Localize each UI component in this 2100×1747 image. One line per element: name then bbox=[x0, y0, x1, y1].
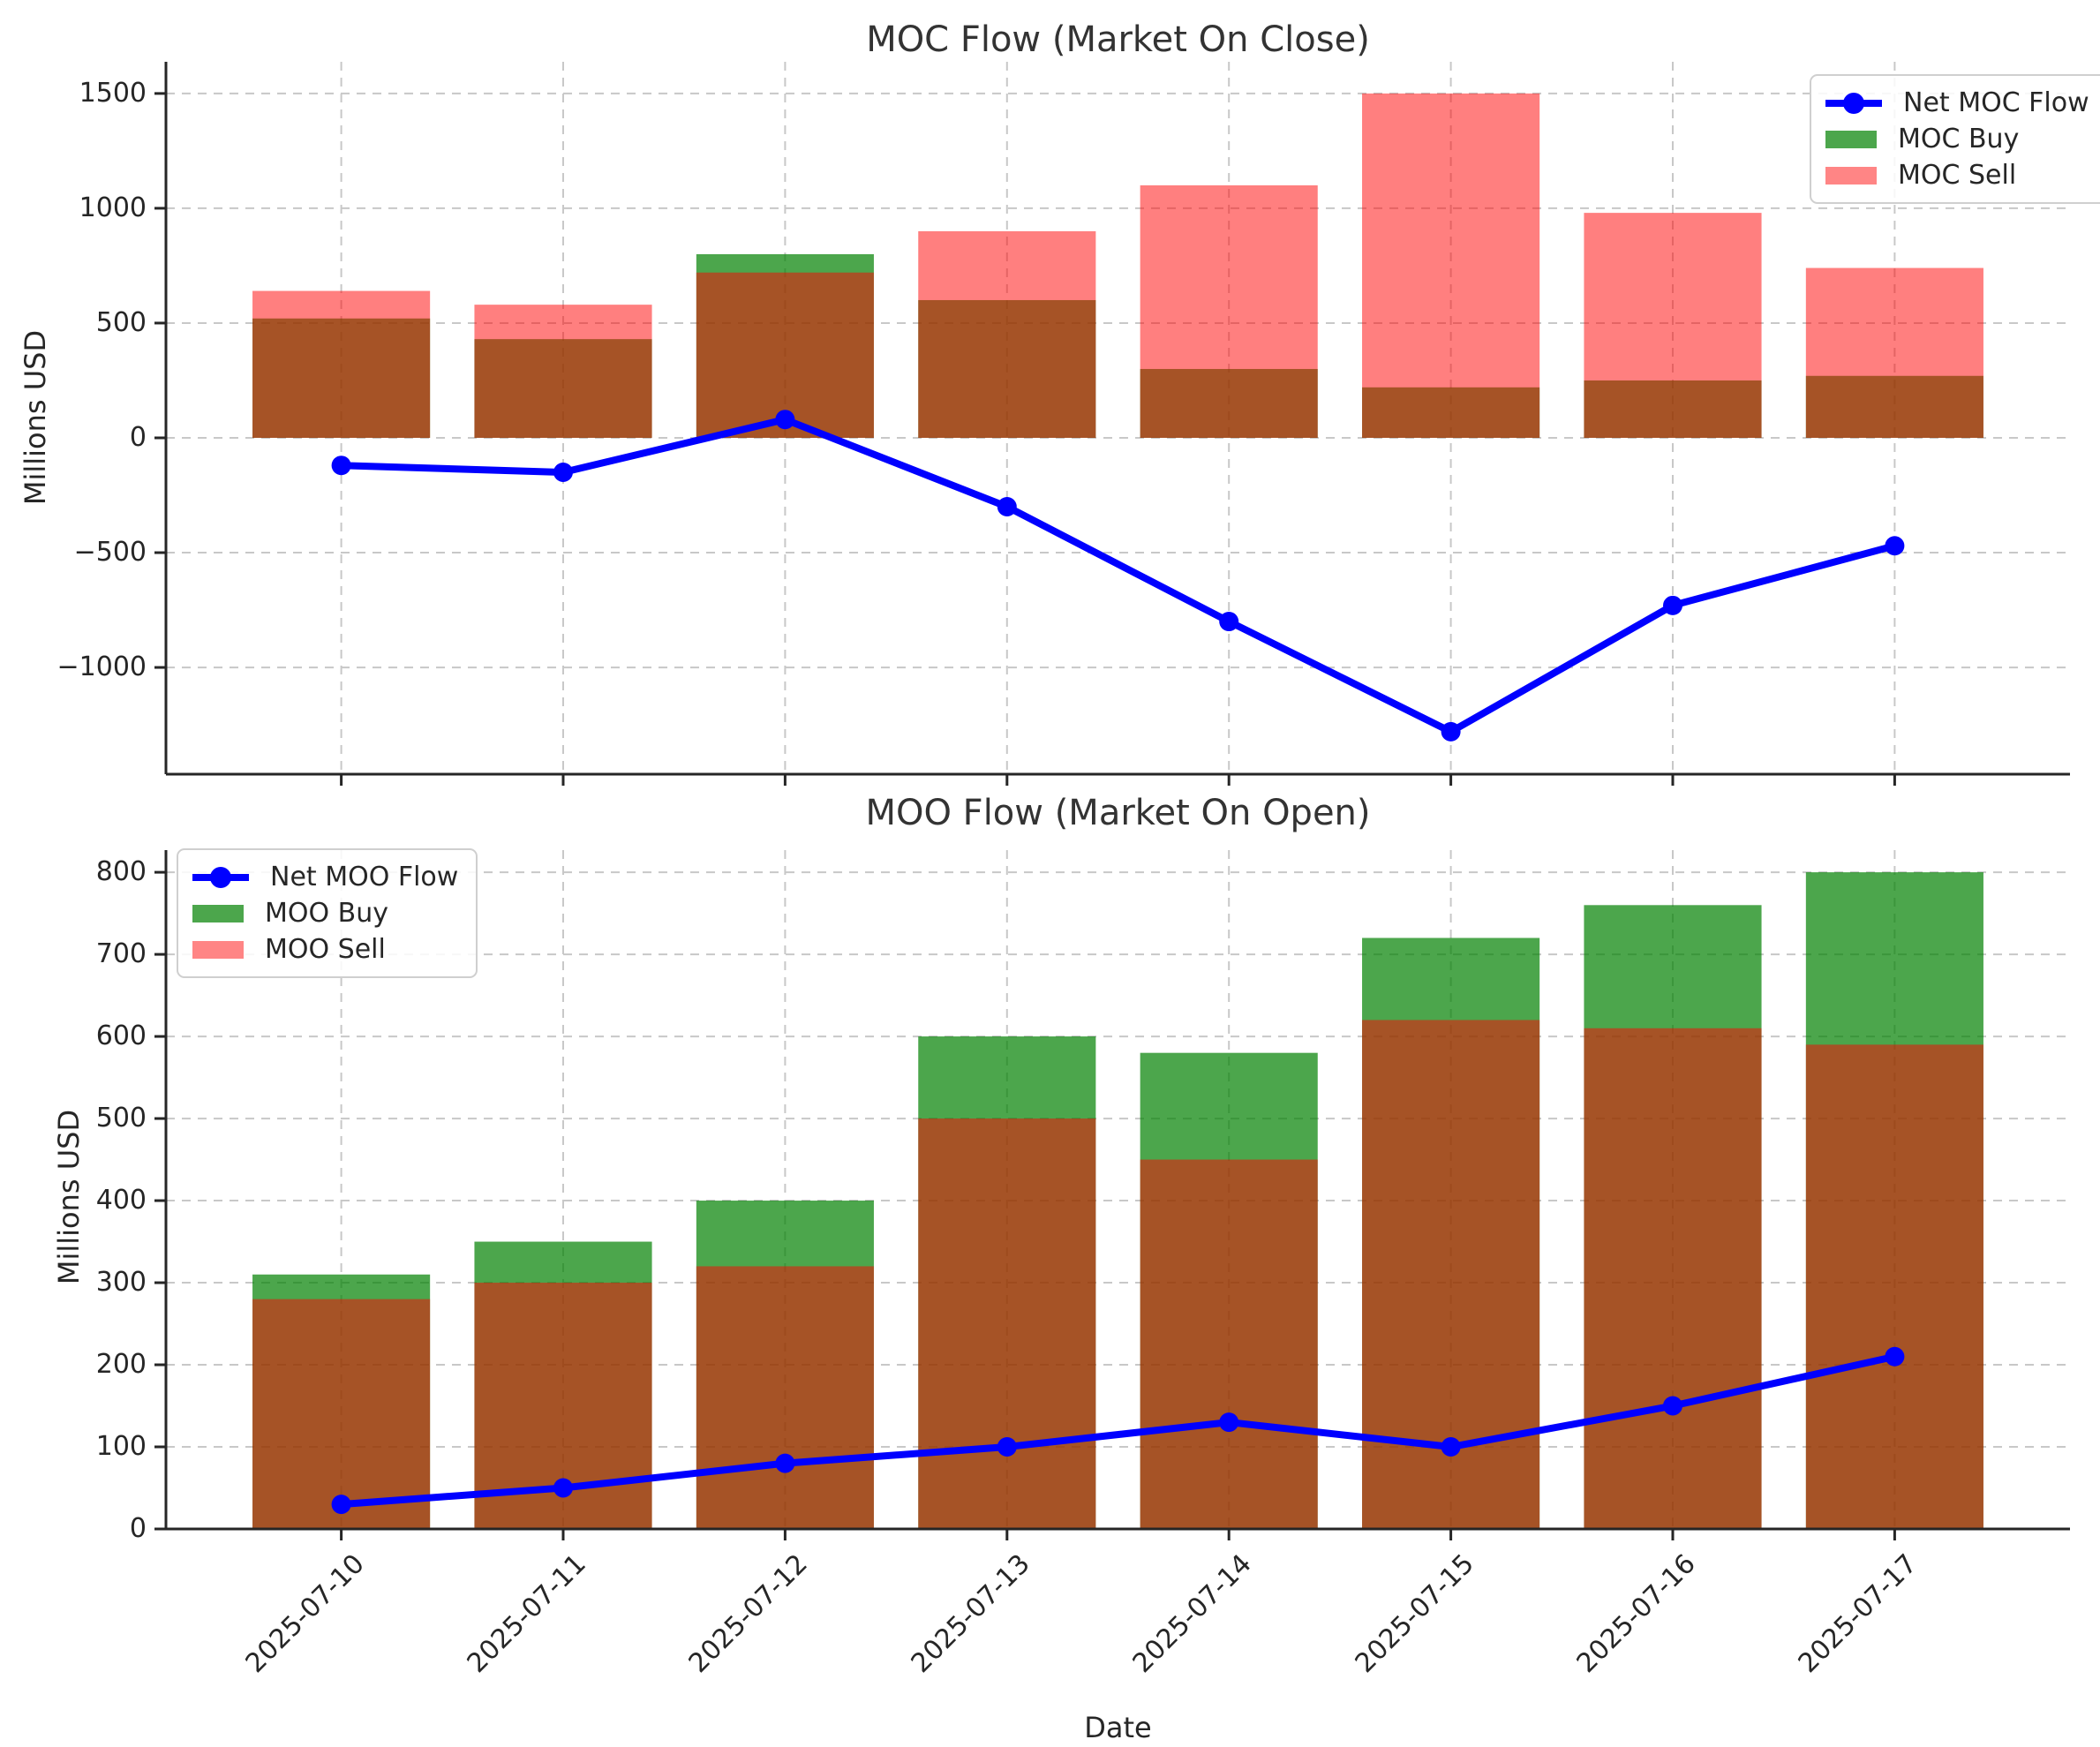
moc-y-tick-label: 0 bbox=[129, 421, 147, 453]
moo-net-flow-marker bbox=[1662, 1396, 1682, 1416]
moc-sell-bar bbox=[918, 230, 1096, 438]
moc-legend-label-sell: MOC Sell bbox=[1898, 160, 2017, 191]
moc-net-flow-marker bbox=[997, 497, 1017, 517]
moc-legend: Net MOC Flow MOC Buy MOC Sell bbox=[1810, 74, 2100, 204]
moc-legend-item-sell: MOC Sell bbox=[1825, 157, 2089, 193]
moo-y-tick-label: 800 bbox=[95, 856, 147, 888]
moo-sell-bar bbox=[1140, 1159, 1318, 1529]
moc-sell-swatch-icon bbox=[1825, 166, 1877, 184]
moo-legend: Net MOO Flow MOO Buy MOO Sell bbox=[177, 848, 478, 978]
moc-y-tick-label: −500 bbox=[73, 537, 147, 569]
moo-y-tick-label: 200 bbox=[95, 1349, 147, 1381]
moo-sell-bar bbox=[1584, 1028, 1762, 1529]
moo-net-flow-line bbox=[341, 1352, 1896, 1509]
net-moo-line-sample-icon bbox=[192, 866, 249, 888]
moo-sell-bar bbox=[252, 1299, 431, 1529]
moc-y-axis-label: Millions USD bbox=[19, 329, 52, 506]
moc-y-tick-label: 1500 bbox=[79, 77, 147, 109]
moc-sell-bar bbox=[1584, 213, 1762, 438]
moc-sell-bar bbox=[252, 290, 431, 438]
moo-legend-item-sell: MOO Sell bbox=[192, 931, 458, 968]
moo-net-flow-marker bbox=[331, 1495, 351, 1515]
moc-legend-label-buy: MOC Buy bbox=[1898, 124, 2020, 154]
net-moc-line-sample-icon bbox=[1825, 92, 1882, 114]
x-axis-label-date: Date bbox=[1084, 1711, 1152, 1744]
moc-net-flow-marker bbox=[1662, 595, 1682, 615]
moo-legend-label-buy: MOO Buy bbox=[265, 898, 388, 929]
moo-net-flow-marker bbox=[775, 1453, 795, 1473]
moo-y-tick-label: 100 bbox=[95, 1431, 147, 1462]
moo-legend-label-net: Net MOO Flow bbox=[270, 862, 459, 892]
moo-net-flow-marker bbox=[553, 1478, 574, 1498]
moo-y-tick-label: 0 bbox=[129, 1513, 147, 1544]
moc-legend-label-net: Net MOC Flow bbox=[1903, 87, 2089, 118]
moc-net-flow-marker bbox=[1885, 536, 1905, 556]
moo-legend-item-buy: MOO Buy bbox=[192, 895, 458, 931]
moo-net-flow-marker bbox=[1885, 1346, 1905, 1367]
moo-net-flow-marker bbox=[1219, 1412, 1239, 1433]
moo-net-flow-marker bbox=[997, 1437, 1017, 1457]
moo-y-tick-label: 300 bbox=[95, 1267, 147, 1299]
moc-net-flow-marker bbox=[1441, 721, 1461, 742]
moo-sell-bar bbox=[696, 1266, 874, 1529]
moo-y-tick-label: 600 bbox=[95, 1020, 147, 1052]
moo-sell-swatch-icon bbox=[192, 940, 244, 959]
net-moc-marker-icon bbox=[1843, 92, 1864, 114]
moc-legend-item-buy: MOC Buy bbox=[1825, 121, 2089, 157]
moc-legend-item-net: Net MOC Flow bbox=[1825, 85, 2089, 121]
net-moo-marker-icon bbox=[210, 866, 231, 888]
moc-buy-swatch-icon bbox=[1825, 130, 1877, 148]
moc-sell-bar bbox=[1805, 267, 1983, 438]
moc-sell-bar bbox=[1140, 184, 1318, 438]
moc-y-tick-label: 500 bbox=[95, 306, 147, 338]
moo-legend-label-sell: MOO Sell bbox=[265, 934, 386, 965]
moc-chart-title: MOC Flow (Market On Close) bbox=[866, 19, 1370, 60]
moc-net-flow-marker bbox=[1219, 612, 1239, 632]
moc-y-tick-label: −1000 bbox=[56, 651, 147, 683]
moo-buy-swatch-icon bbox=[192, 904, 244, 922]
moo-sell-bar bbox=[1805, 1044, 1983, 1529]
moo-sell-bar bbox=[918, 1118, 1096, 1529]
moc-y-tick-label: 1000 bbox=[79, 192, 147, 223]
moo-y-tick-label: 500 bbox=[95, 1103, 147, 1134]
moc-net-flow-marker bbox=[775, 410, 795, 430]
moo-y-tick-label: 700 bbox=[95, 938, 147, 970]
moo-chart-title: MOO Flow (Market On Open) bbox=[865, 793, 1371, 833]
moc-net-flow-marker bbox=[331, 456, 351, 476]
moo-y-tick-label: 400 bbox=[95, 1185, 147, 1216]
moo-legend-item-net: Net MOO Flow bbox=[192, 859, 458, 895]
moc-net-flow-line bbox=[341, 416, 1896, 735]
moo-net-flow-marker bbox=[1441, 1437, 1461, 1457]
moc-sell-bar bbox=[474, 305, 652, 438]
moc-net-flow-marker bbox=[553, 463, 574, 483]
moc-sell-bar bbox=[1362, 93, 1540, 438]
